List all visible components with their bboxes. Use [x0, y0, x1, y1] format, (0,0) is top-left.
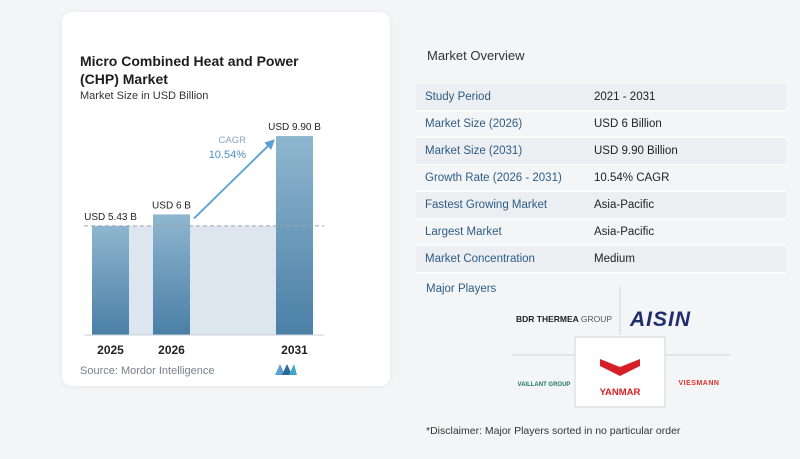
yanmar-logo: YANMAR [600, 359, 641, 398]
overview-panel: Market Overview Study Period 2021 - 2031… [400, 0, 800, 459]
svg-text:YANMAR: YANMAR [600, 387, 641, 398]
overview-row: Market Concentration Medium [416, 246, 786, 273]
overview-key: Largest Market [425, 226, 502, 238]
overview-key: Growth Rate (2026 - 2031) [425, 172, 562, 184]
data-label-2025: USD 5.43 B [84, 212, 137, 223]
bar-2025 [92, 225, 129, 335]
chart-title: Micro Combined Heat and Power (CHP) Mark… [80, 53, 299, 87]
overview-value: 2021 - 2031 [594, 91, 656, 103]
bdr-thermea-logo: BDR THERMEA GROUP [516, 314, 612, 324]
overview-key: Study Period [425, 91, 491, 103]
aisin-logo: AISIN [629, 308, 691, 331]
vaillant-logo: VAILLANT GROUP [518, 382, 571, 388]
overview-row: Growth Rate (2026 - 2031) 10.54% CAGR [416, 165, 786, 192]
disclaimer: *Disclaimer: Major Players sorted in no … [426, 425, 681, 437]
overview-key: Market Concentration [425, 253, 535, 265]
overview-row: Study Period 2021 - 2031 [416, 84, 786, 111]
overview-row: Market Size (2031) USD 9.90 Billion [416, 138, 786, 165]
bar-2031 [276, 136, 313, 335]
viessmann-logo: VIESMANN [679, 380, 720, 387]
overview-value: Asia-Pacific [594, 199, 655, 211]
overview-value: USD 6 Billion [594, 118, 662, 130]
overview-value: Medium [594, 253, 635, 265]
overview-value: Asia-Pacific [594, 226, 655, 238]
overview-value: 10.54% CAGR [594, 172, 670, 184]
overview-value: USD 9.90 Billion [594, 145, 678, 157]
overview-row: Market Size (2026) USD 6 Billion [416, 111, 786, 138]
growth-band [190, 225, 276, 335]
x-tick-2026: 2026 [158, 343, 185, 357]
overview-row: Largest Market Asia-Pacific [416, 219, 786, 246]
growth-arrow [193, 139, 275, 220]
players-logo-grid: BDR THERMEA GROUP AISIN YANMAR VAILLANT … [512, 287, 730, 408]
overview-key: Market Size (2031) [425, 145, 523, 157]
chart-card: Micro Combined Heat and Power (CHP) Mark… [62, 12, 390, 386]
overview-title: Market Overview [427, 48, 525, 63]
data-label-2031: USD 9.90 B [268, 122, 321, 133]
overview-key: Fastest Growing Market [425, 199, 548, 211]
cagr-value: 10.54% [209, 149, 247, 161]
bar-2026 [153, 214, 190, 335]
x-tick-2031: 2031 [281, 343, 308, 357]
x-tick-2025: 2025 [97, 343, 124, 357]
cagr-label: CAGR [219, 135, 247, 146]
players-title: Major Players [426, 283, 497, 295]
source-label: Source: Mordor Intelligence [80, 365, 215, 377]
chart-subtitle: Market Size in USD Billion [80, 90, 209, 102]
overview-key: Market Size (2026) [425, 118, 523, 130]
growth-band [129, 225, 153, 335]
bar-chart: USD 5.43 B 2025 USD 6 B 2026 USD 9.90 B 2031 C… [84, 122, 324, 357]
overview-row: Fastest Growing Market Asia-Pacific [416, 192, 786, 219]
mordor-intelligence-logo [275, 364, 297, 375]
overview-table: Study Period 2021 - 2031 Market Size (20… [416, 84, 786, 273]
data-label-2026: USD 6 B [152, 200, 191, 211]
